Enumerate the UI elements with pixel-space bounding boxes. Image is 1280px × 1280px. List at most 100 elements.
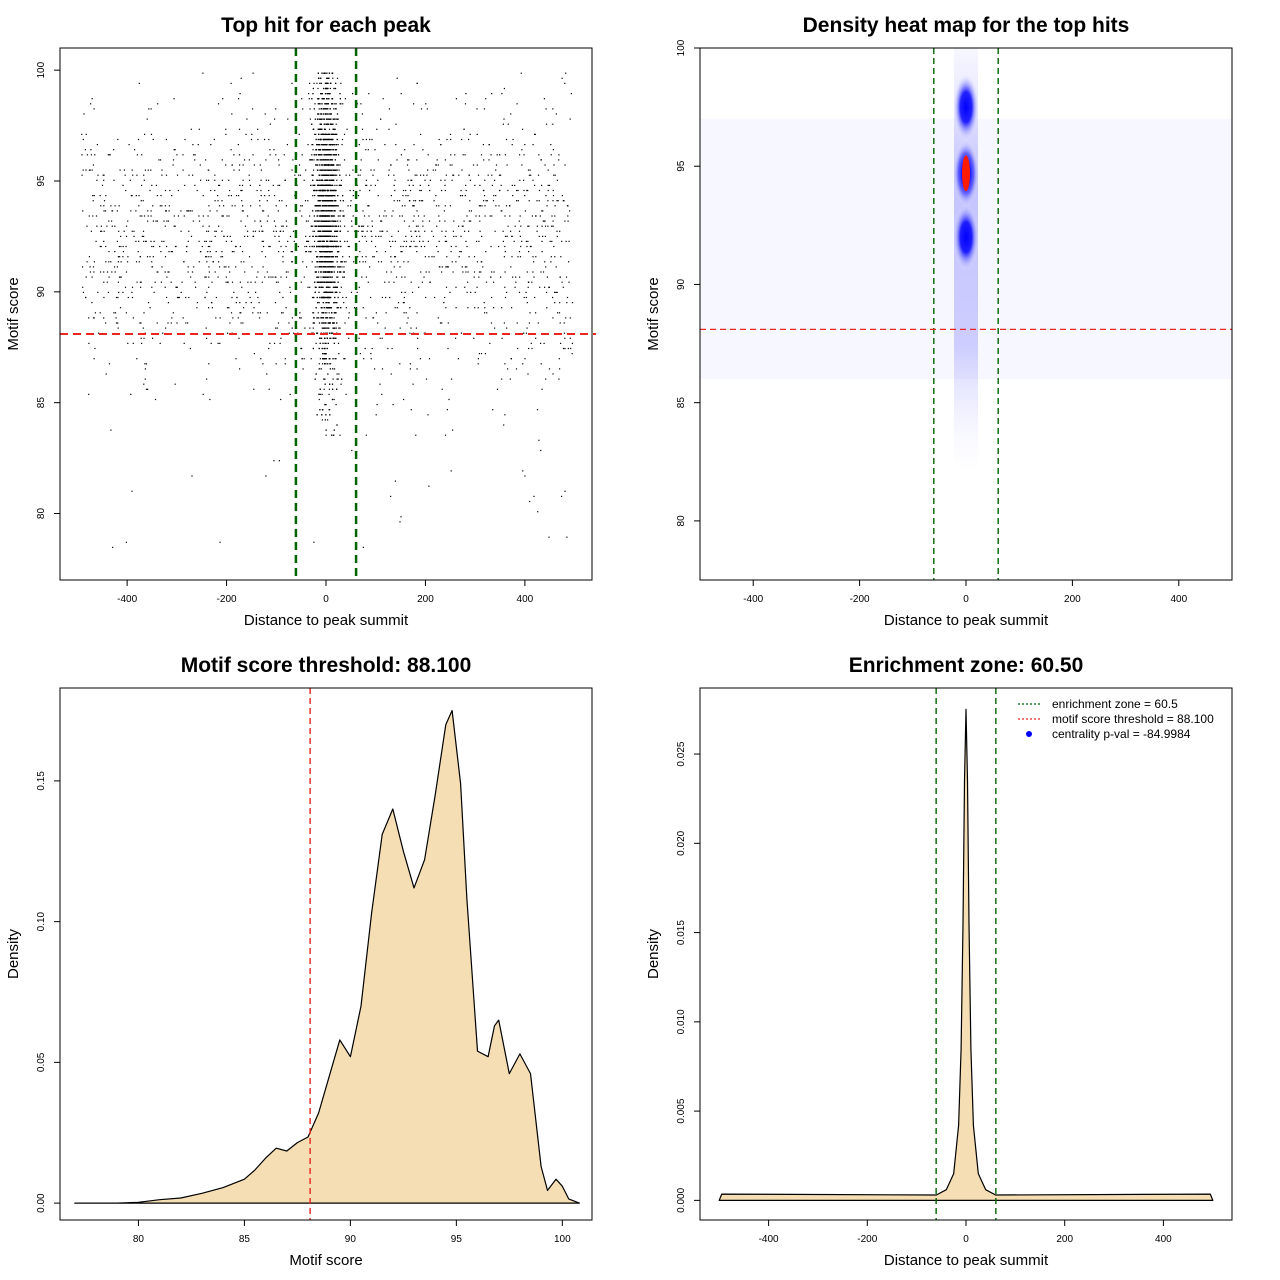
scatter-point (329, 307, 331, 309)
scatter-point (317, 159, 319, 161)
scatter-point (484, 179, 486, 181)
scatter-point (329, 225, 331, 227)
scatter-point (337, 220, 339, 222)
scatter-point (425, 271, 427, 273)
scatter-point (280, 276, 282, 278)
scatter-point (221, 159, 223, 161)
scatter-point (357, 174, 359, 176)
scatter-point (323, 169, 325, 171)
scatter-point (209, 240, 211, 242)
scatter-point (416, 82, 418, 84)
scatter-point (428, 256, 430, 258)
scatter-point (339, 220, 341, 222)
scatter-point (315, 251, 317, 253)
scatter-point (320, 251, 322, 253)
scatter-point (254, 281, 256, 283)
scatter-point (565, 72, 567, 74)
scatter-point (165, 210, 167, 212)
scatter-point (394, 240, 396, 242)
scatter-point (544, 286, 546, 288)
scatter-point (244, 271, 246, 273)
scatter-point (330, 291, 332, 293)
scatter-point (328, 210, 330, 212)
scatter-point (333, 429, 335, 431)
scatter-point (340, 179, 342, 181)
scatter-point (261, 210, 264, 212)
scatter-point (450, 470, 452, 472)
scatter-point (548, 368, 551, 370)
scatter-point (326, 184, 328, 186)
scatter-point (325, 404, 327, 406)
y-tick-label: 0.025 (676, 741, 687, 766)
scatter-point (371, 220, 373, 222)
scatter-point (334, 368, 336, 370)
scatter-point (278, 251, 280, 253)
scatter-point (504, 245, 506, 248)
scatter-point (316, 261, 318, 263)
scatter-point (165, 138, 167, 141)
scatter-point (374, 184, 376, 186)
scatter-point (107, 154, 109, 156)
scatter-point (118, 205, 120, 207)
scatter-point (329, 296, 331, 299)
scatter-point (323, 164, 326, 166)
scatter-point (316, 235, 318, 237)
scatter-point (174, 225, 176, 227)
scatter-point (393, 281, 395, 283)
scatter-point (337, 215, 339, 217)
scatter-point (523, 332, 525, 334)
scatter-point (94, 347, 96, 350)
scatter-point (325, 225, 327, 227)
scatter-point (310, 159, 312, 161)
scatter-point (304, 245, 306, 248)
scatter-point (219, 541, 221, 543)
scatter-point (341, 378, 343, 380)
scatter-point (282, 251, 285, 253)
scatter-point (212, 261, 214, 263)
scatter-point (322, 251, 324, 253)
scatter-point (551, 215, 553, 217)
scatter-point (405, 189, 407, 192)
scatter-point (144, 378, 146, 380)
scatter-point (321, 266, 323, 268)
scatter-point (225, 266, 227, 268)
scatter-point (103, 179, 105, 181)
scatter-point (478, 215, 480, 217)
scatter-point (372, 256, 374, 258)
scatter-point (559, 322, 561, 324)
scatter-point (115, 317, 117, 319)
scatter-point (146, 118, 148, 120)
scatter-point (542, 210, 544, 212)
scatter-point (309, 82, 311, 84)
scatter-point (540, 449, 542, 452)
scatter-point (165, 174, 168, 176)
scatter-point (352, 169, 354, 171)
scatter-point (312, 347, 314, 350)
scatter-point (322, 118, 325, 120)
scatter-point (439, 220, 441, 222)
scatter-point (263, 210, 265, 212)
scatter-point (273, 342, 276, 344)
scatter-point (313, 322, 316, 324)
scatter-point (235, 245, 237, 248)
scatter-point (530, 342, 532, 344)
scatter-point (371, 138, 373, 141)
scatter-point (322, 302, 324, 304)
scatter-point (347, 205, 349, 207)
scatter-point (348, 312, 350, 314)
scatter-point (228, 307, 230, 309)
scatter-point (500, 276, 502, 278)
scatter-point (503, 322, 505, 324)
scatter-point (334, 358, 336, 360)
scatter-point (428, 271, 430, 273)
scatter-point (444, 240, 446, 242)
scatter-point (268, 189, 270, 192)
scatter-point (312, 144, 314, 146)
scatter-point (367, 281, 369, 283)
scatter-point (329, 271, 331, 273)
scatter-point (534, 133, 536, 135)
scatter-point (331, 210, 333, 212)
scatter-point (103, 174, 105, 176)
scatter-point (285, 307, 287, 309)
scatter-point (342, 210, 344, 212)
